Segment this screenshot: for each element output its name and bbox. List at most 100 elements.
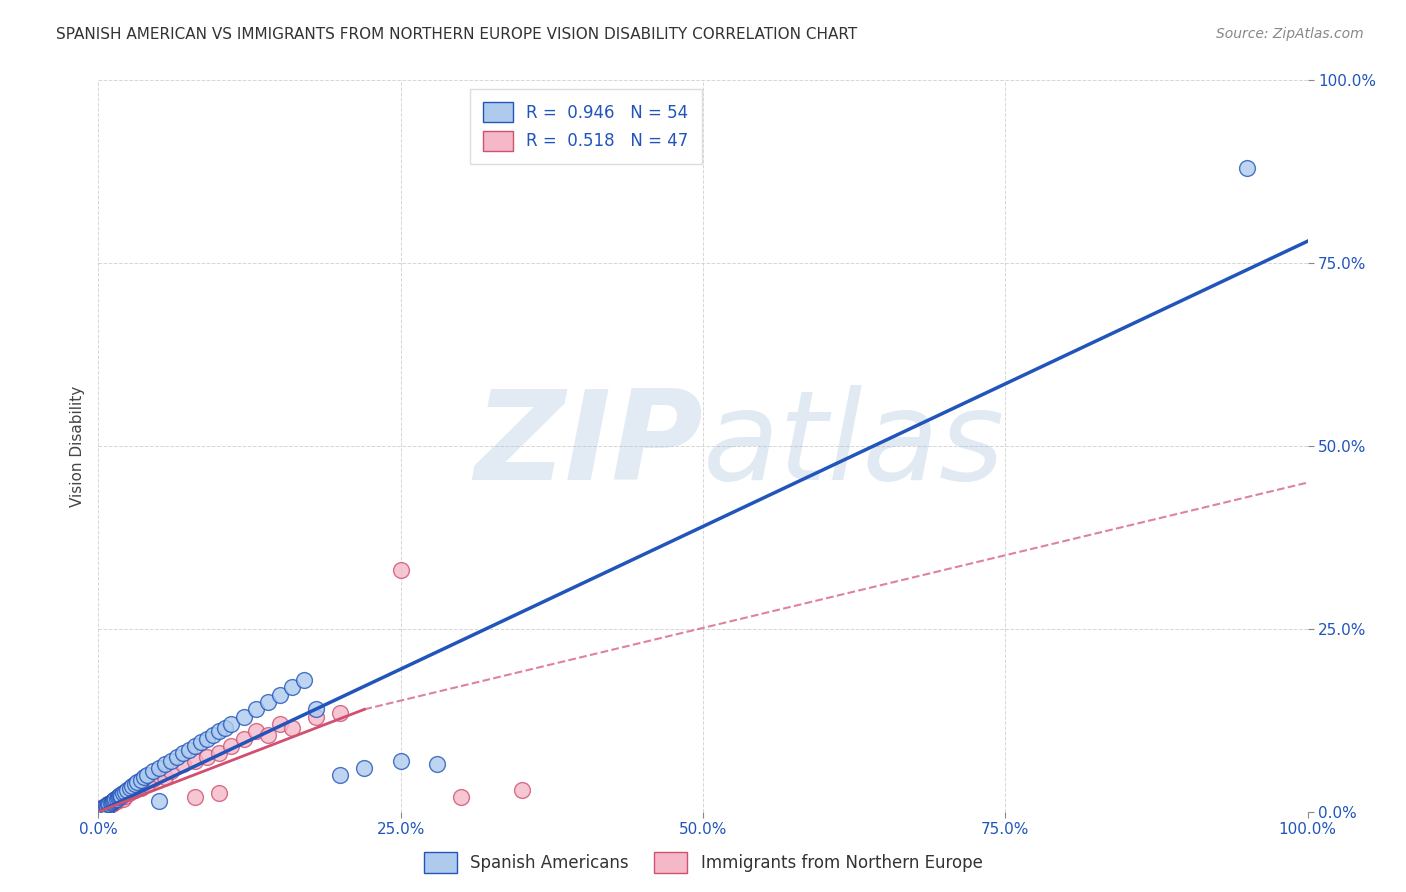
Point [153, 770, 176, 784]
Point [103, 795, 125, 809]
Point [94, 798, 117, 813]
Point [148, 768, 170, 782]
Point [184, 754, 207, 768]
Point [281, 681, 304, 695]
Point [353, 761, 375, 775]
Point [111, 787, 134, 801]
Point [111, 791, 134, 805]
Point [108, 792, 131, 806]
Legend: Spanish Americans, Immigrants from Northern Europe: Spanish Americans, Immigrants from North… [418, 846, 988, 880]
Point [100, 796, 122, 810]
Point [100, 797, 122, 811]
Point [142, 764, 165, 779]
Point [179, 742, 201, 756]
Point [93, 800, 115, 814]
Point [91, 802, 114, 816]
Point [127, 775, 149, 789]
Point [142, 772, 165, 786]
Point [160, 754, 183, 768]
Point [100, 795, 122, 809]
Legend: R =  0.946   N = 54, R =  0.518   N = 47: R = 0.946 N = 54, R = 0.518 N = 47 [470, 88, 702, 164]
Point [389, 754, 412, 768]
Point [105, 794, 128, 808]
Point [108, 789, 131, 804]
Point [172, 746, 194, 760]
Point [134, 770, 156, 784]
Point [91, 800, 114, 814]
Point [91, 802, 114, 816]
Point [117, 782, 139, 797]
Point [94, 798, 117, 813]
Point [153, 757, 176, 772]
Point [135, 777, 157, 791]
Point [90, 803, 112, 817]
Point [184, 739, 207, 753]
Y-axis label: Vision Disability: Vision Disability [69, 385, 84, 507]
Point [269, 688, 291, 702]
Point [329, 706, 352, 720]
Point [104, 792, 127, 806]
Point [202, 728, 225, 742]
Point [172, 757, 194, 772]
Point [208, 724, 231, 739]
Point [329, 768, 352, 782]
Point [93, 801, 115, 815]
Point [91, 801, 114, 815]
Point [160, 764, 183, 779]
Point [281, 721, 304, 735]
Point [135, 768, 157, 782]
Point [121, 784, 143, 798]
Point [103, 793, 125, 807]
Point [101, 795, 124, 809]
Text: Source: ZipAtlas.com: Source: ZipAtlas.com [1216, 27, 1364, 41]
Point [127, 779, 149, 793]
Point [1236, 161, 1258, 175]
Point [96, 799, 118, 814]
Point [292, 673, 315, 687]
Point [221, 717, 243, 731]
Point [97, 797, 120, 812]
Point [232, 731, 254, 746]
Point [101, 794, 124, 808]
Point [214, 721, 236, 735]
Point [118, 781, 141, 796]
Point [105, 791, 128, 805]
Point [256, 728, 278, 742]
Point [134, 775, 156, 789]
Point [208, 787, 231, 801]
Point [510, 782, 533, 797]
Point [129, 781, 152, 796]
Point [96, 799, 118, 814]
Point [148, 794, 170, 808]
Point [97, 797, 120, 812]
Point [129, 773, 152, 788]
Point [450, 790, 472, 805]
Point [98, 798, 121, 813]
Point [121, 779, 143, 793]
Text: SPANISH AMERICAN VS IMMIGRANTS FROM NORTHERN EUROPE VISION DISABILITY CORRELATIO: SPANISH AMERICAN VS IMMIGRANTS FROM NORT… [56, 27, 858, 42]
Point [426, 757, 449, 772]
Point [221, 739, 243, 753]
Point [245, 724, 267, 739]
Point [184, 790, 207, 805]
Point [114, 789, 136, 803]
Point [190, 735, 212, 749]
Point [98, 797, 121, 811]
Point [148, 761, 170, 775]
Point [245, 702, 267, 716]
Text: atlas: atlas [703, 385, 1005, 507]
Point [208, 746, 231, 760]
Point [110, 789, 132, 803]
Point [305, 702, 328, 716]
Point [107, 790, 129, 805]
Point [107, 791, 129, 805]
Point [104, 793, 127, 807]
Point [114, 785, 136, 799]
Point [256, 695, 278, 709]
Point [118, 787, 141, 801]
Point [124, 777, 146, 791]
Text: ZIP: ZIP [474, 385, 703, 507]
Point [100, 796, 122, 810]
Point [195, 749, 218, 764]
Point [195, 731, 218, 746]
